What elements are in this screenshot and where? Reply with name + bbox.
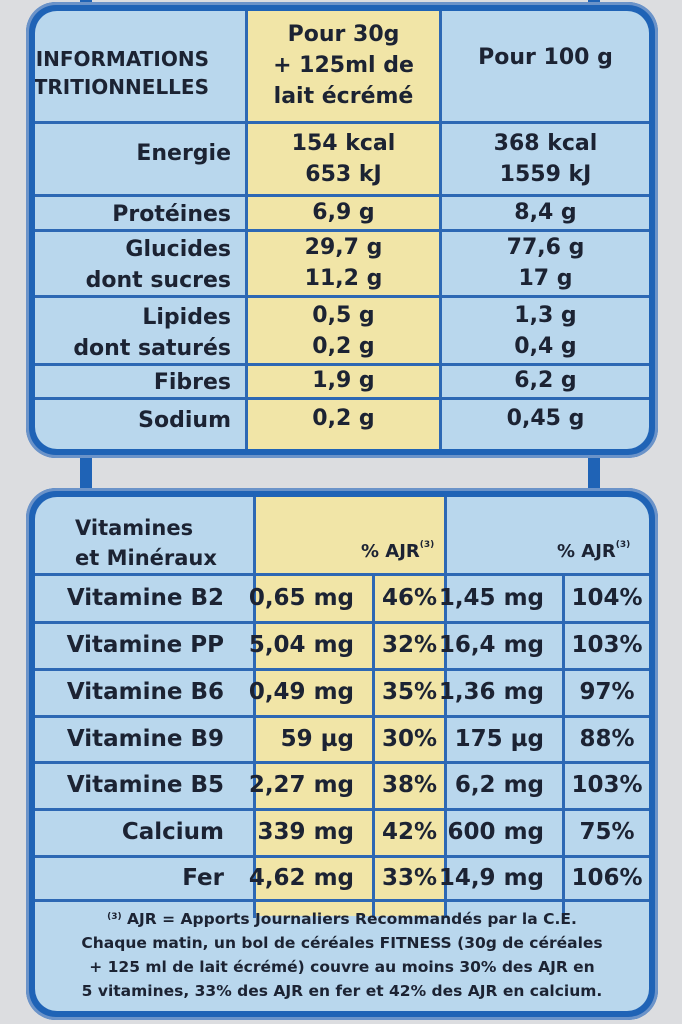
vitamin-name: Vitamine B6 [66, 679, 224, 705]
vitamin-pct-100g: 75% [579, 819, 635, 845]
vitamin-name: Vitamine PP [66, 632, 224, 658]
sodium-per-serving: 0,2 g [312, 406, 375, 431]
lipides-per-serving: 0,5 g 0,2 g [312, 303, 375, 359]
vitamin-name: Calcium [121, 819, 224, 845]
vitamins-panel: Vitamines et Minéraux % AJR(3) % AJR(3) … [26, 488, 658, 1020]
vitamins-table: Vitamines et Minéraux % AJR(3) % AJR(3) … [35, 497, 649, 1011]
energie-per-100g: 368 kcal 1559 kJ [493, 131, 598, 187]
vitamin-name: Vitamine B9 [66, 726, 224, 752]
row-label-proteines: Protéines [112, 202, 231, 227]
vitamin-pct-100g: 88% [579, 726, 635, 752]
sodium-per-100g: 0,45 g [506, 406, 585, 431]
ajr-header-100g: % AJR(3) [557, 540, 631, 562]
vitamin-qty-serving: 5,04 mg [248, 632, 354, 658]
vitamins-header-label: Vitamines et Minéraux [75, 516, 217, 570]
mid-connector-left [80, 450, 92, 498]
vitamin-qty-100g: 600 mg [447, 819, 544, 845]
vitamin-name: Vitamine B5 [66, 772, 224, 798]
row-label-fibres: Fibres [153, 370, 231, 395]
vitamin-qty-100g: 16,4 mg [438, 632, 544, 658]
vitamin-qty-serving: 0,65 mg [248, 585, 354, 611]
vitamin-pct-serving: 33% [381, 865, 438, 891]
footnote: (3) AJR = Apports Journaliers Recommandé… [81, 910, 603, 1000]
energie-per-serving: 154 kcal 653 kJ [291, 131, 396, 187]
per-100g-header: Pour 100 g [478, 45, 613, 70]
vitamin-qty-serving: 2,27 mg [248, 772, 354, 798]
lipides-per-100g: 1,3 g 0,4 g [514, 303, 577, 359]
vitamin-pct-serving: 32% [381, 632, 438, 658]
vitamin-qty-serving: 339 mg [257, 819, 354, 845]
vitamin-name: Vitamine B2 [66, 585, 224, 611]
vitamin-qty-serving: 59 µg [280, 726, 354, 752]
proteines-per-serving: 6,9 g [312, 200, 375, 225]
vitamin-pct-serving: 35% [381, 679, 438, 705]
vitamin-pct-serving: 46% [381, 585, 438, 611]
fibres-per-serving: 1,9 g [312, 368, 375, 393]
row-label-sodium: Sodium [138, 408, 231, 433]
vitamin-qty-serving: 4,62 mg [248, 865, 354, 891]
fibres-per-100g: 6,2 g [514, 368, 577, 393]
glucides-per-serving: 29,7 g 11,2 g [304, 235, 383, 291]
vitamin-qty-100g: 175 µg [454, 726, 544, 752]
vitamin-qty-100g: 14,9 mg [438, 865, 544, 891]
row-label-lipides: Lipides dont saturés [73, 305, 231, 361]
row-label-glucides: Glucides dont sucres [85, 237, 231, 293]
vitamin-pct-100g: 103% [571, 632, 643, 658]
row-label-energie: Energie [136, 141, 231, 166]
vitamin-pct-serving: 30% [381, 726, 438, 752]
vitamin-pct-serving: 42% [381, 819, 438, 845]
vitamin-pct-100g: 104% [571, 585, 643, 611]
vitamin-pct-serving: 38% [381, 772, 438, 798]
proteines-per-100g: 8,4 g [514, 200, 577, 225]
nutrition-table: INFORMATIONS NUTRITIONNELLES Pour 30g + … [35, 11, 649, 449]
ajr-header-serving: % AJR(3) [361, 540, 435, 562]
vitamin-pct-100g: 103% [571, 772, 643, 798]
vitamin-qty-100g: 6,2 mg [454, 772, 544, 798]
vitamin-pct-100g: 97% [579, 679, 635, 705]
per-serving-header: Pour 30g + 125ml de lait écrémé [273, 22, 414, 109]
vitamin-pct-100g: 106% [571, 865, 643, 891]
glucides-per-100g: 77,6 g 17 g [506, 235, 585, 291]
per-serving-vitamins-bg [255, 497, 444, 916]
vitamin-qty-100g: 1,45 mg [438, 585, 544, 611]
vitamin-qty-100g: 1,36 mg [438, 679, 544, 705]
vitamin-name: Fer [182, 865, 224, 891]
nutrition-header-label: INFORMATIONS NUTRITIONNELLES [35, 47, 209, 99]
nutrition-panel: INFORMATIONS NUTRITIONNELLES Pour 30g + … [26, 2, 658, 458]
vitamin-qty-serving: 0,49 mg [248, 679, 354, 705]
mid-connector-right [588, 450, 600, 498]
